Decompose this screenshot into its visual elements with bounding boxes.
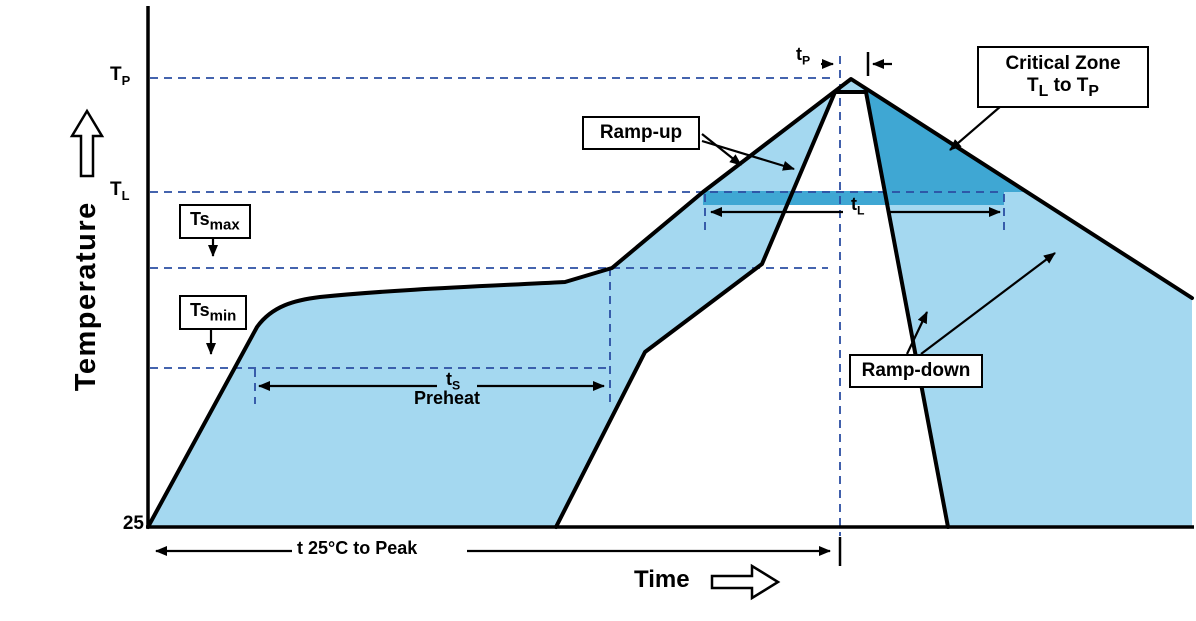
tl-time-sub: L: [857, 203, 865, 218]
tl-level-label: TL: [110, 179, 130, 203]
ramp-up-label-box: Ramp-up: [582, 116, 700, 150]
preheat-label: Preheat: [414, 388, 481, 408]
cz-sub1: L: [1038, 82, 1049, 100]
ts-time-label: tS: [446, 370, 460, 392]
inner-profile-curve: [554, 90, 950, 529]
ramp-up-arrow-1: [701, 133, 742, 166]
time-right-arrow-icon: [710, 563, 781, 601]
critical-zone-line2: TL to TP: [979, 75, 1147, 101]
cz-sub2: P: [1088, 82, 1099, 100]
tl-time-base: t: [851, 194, 857, 214]
tp-level-label: TP: [110, 64, 131, 88]
ramp-down-label-box: Ramp-down: [849, 354, 983, 388]
ts-time-base: t: [446, 369, 452, 389]
tsmax-base: Ts: [190, 209, 210, 229]
tp-time-sub: P: [802, 53, 811, 68]
tl-level-base: T: [110, 179, 122, 200]
ramp-up-arrow-2: [701, 139, 795, 171]
ts-time-sub: S: [452, 378, 461, 393]
critical-zone-strip: [703, 191, 1004, 205]
outer-profile-curve: [146, 77, 1194, 529]
critical-zone-label-box: Critical Zone TL to TP: [977, 46, 1149, 108]
tp-level-base: T: [110, 64, 122, 85]
tsmin-sub: min: [209, 307, 237, 325]
profile-curves: [146, 77, 1194, 529]
t25-to-peak-label: t 25°C to Peak: [297, 538, 418, 558]
critical-zone-line1: Critical Zone: [1005, 53, 1121, 74]
tsmax-sub: max: [209, 216, 240, 234]
x-axis-label: Time: [634, 566, 690, 593]
ramp-down-arrow-1: [906, 311, 928, 355]
tl-level-sub: L: [121, 187, 130, 203]
tp-time-label: tP: [796, 45, 810, 67]
critical-zone-arrow: [949, 105, 1002, 151]
tsmin-base: Ts: [190, 300, 210, 320]
axes: [146, 6, 1194, 529]
ramp-down-arrow-2: [920, 252, 1056, 355]
hollow-arrows: [69, 108, 781, 601]
cz-t2: to T: [1048, 74, 1089, 96]
origin-label: 25: [122, 513, 144, 534]
tp-time-base: t: [796, 44, 802, 64]
temperature-up-arrow-icon: [69, 108, 105, 178]
tl-time-label: tL: [851, 195, 864, 217]
tp-level-sub: P: [121, 72, 131, 88]
tsmin-label-box: Tsmin: [179, 295, 248, 330]
dashed-reference-lines: [150, 56, 1005, 536]
y-axis-label: Temperature: [69, 201, 102, 392]
tsmax-label-box: Tsmax: [179, 204, 251, 239]
solid-ticks: [838, 52, 870, 566]
cz-t1: T: [1027, 74, 1039, 96]
